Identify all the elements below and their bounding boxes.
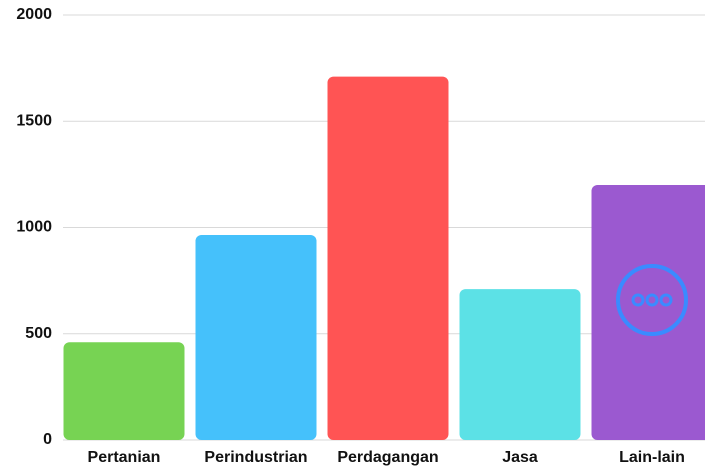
x-tick-label: Perdagangan [337, 449, 438, 466]
y-tick-label: 1000 [16, 219, 52, 236]
y-tick-label: 1500 [16, 112, 52, 129]
chart: 0 500 1000 1500 2000 Pertanian Perindustrian Pe… [0, 0, 705, 469]
x-tick-label: Perindustrian [204, 449, 307, 466]
x-tick-label: Lain-lain [619, 449, 685, 466]
y-tick-label: 2000 [16, 6, 52, 23]
y-tick-label: 0 [43, 431, 52, 448]
bar [592, 185, 705, 440]
x-tick-label: Jasa [502, 449, 538, 466]
bar [328, 77, 449, 440]
x-tick-label: Pertanian [88, 449, 161, 466]
bar [64, 342, 185, 440]
bar [460, 289, 581, 440]
y-tick-label: 500 [25, 325, 52, 342]
bar [196, 235, 317, 440]
